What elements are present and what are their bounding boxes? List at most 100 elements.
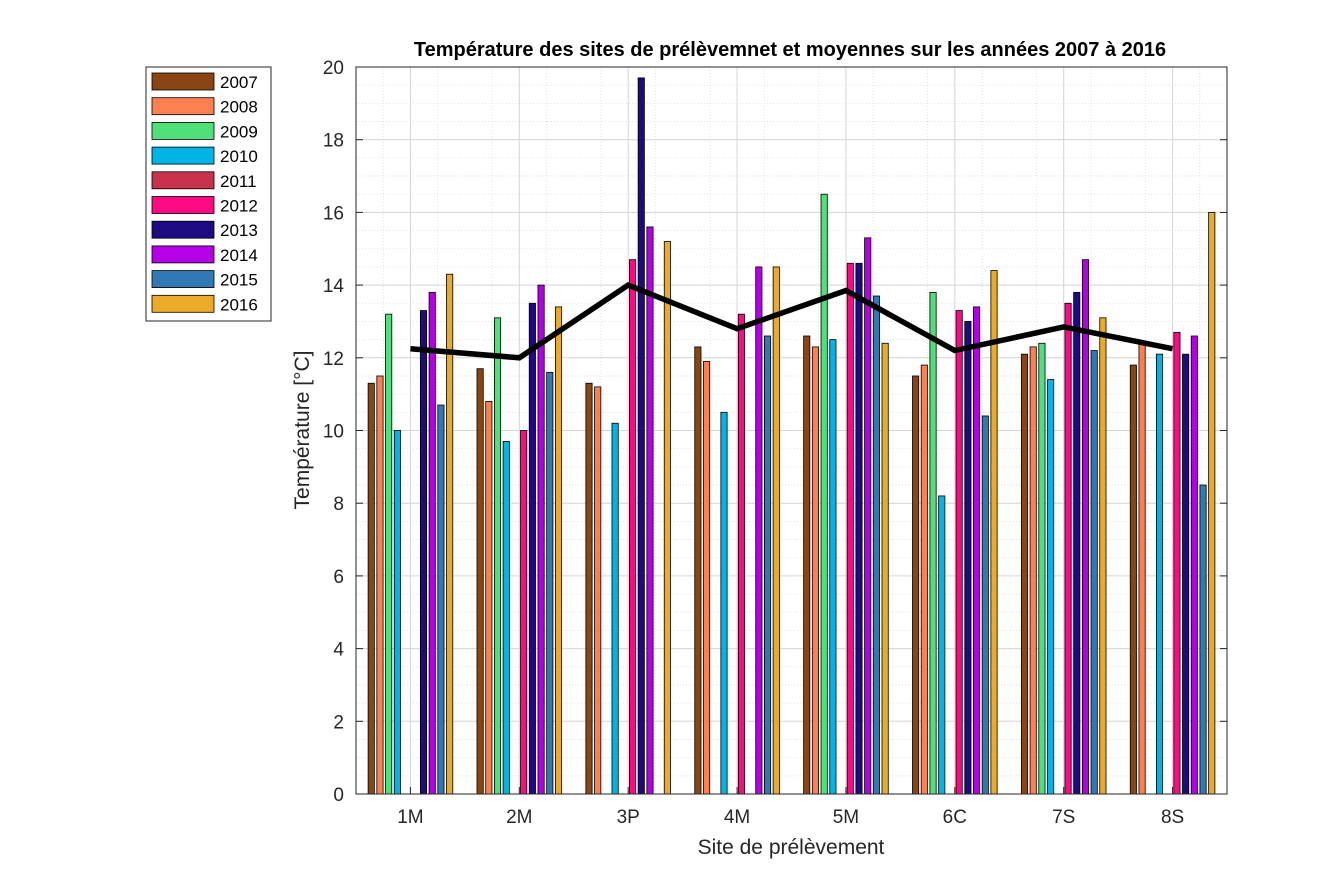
bar — [829, 339, 837, 795]
bar — [755, 266, 763, 795]
x-tick-label: 8S — [1161, 807, 1184, 828]
chart-title: Température des sites de prélèvemnet et … — [414, 39, 1166, 61]
bar — [528, 302, 536, 795]
bar — [494, 317, 502, 795]
bar — [1129, 364, 1137, 795]
legend-label: 2015 — [220, 271, 258, 290]
bar — [920, 364, 928, 795]
bar — [1199, 484, 1207, 795]
legend-swatch — [151, 245, 215, 264]
legend-label: 2014 — [220, 246, 258, 265]
x-tick-label: 7S — [1052, 807, 1075, 828]
bar — [855, 262, 863, 795]
x-axis-label: Site de prélèvement — [698, 836, 885, 859]
bar — [846, 262, 854, 795]
bar — [720, 411, 728, 795]
legend-swatch — [151, 97, 215, 116]
bar — [663, 241, 671, 795]
legend-label: 2008 — [220, 98, 258, 117]
legend-swatch — [151, 270, 215, 289]
x-tick-label: 2M — [506, 807, 532, 828]
bar — [938, 495, 946, 795]
y-tick-label: 20 — [323, 58, 344, 79]
bar — [1190, 335, 1198, 795]
legend-swatch — [151, 220, 215, 239]
bar — [1029, 346, 1037, 795]
bar — [1208, 211, 1216, 795]
legend-item-2012: 2012 — [151, 196, 258, 216]
bar — [820, 193, 828, 795]
bar — [912, 375, 920, 795]
mean-line-layer — [410, 282, 1174, 361]
bar — [537, 284, 545, 795]
bar — [764, 335, 772, 795]
x-axis-ticks: 1M 2M 3P 4M 5M 6C 7S 8S — [397, 787, 1184, 828]
y-tick-label: 4 — [333, 640, 344, 661]
bar — [1081, 259, 1089, 795]
y-tick-label: 2 — [333, 712, 344, 733]
bar — [872, 295, 880, 795]
legend-swatch — [151, 146, 215, 165]
bar — [964, 321, 972, 795]
legend-label: 2011 — [220, 172, 257, 191]
bar — [546, 371, 554, 795]
bar — [646, 226, 654, 795]
bar — [803, 335, 811, 795]
bar — [973, 306, 981, 795]
bar — [694, 346, 702, 795]
x-tick-label: 4M — [724, 807, 750, 828]
legend-label: 2009 — [220, 122, 258, 141]
bar-series-2012 — [520, 259, 1181, 795]
y-tick-label: 12 — [323, 349, 344, 370]
legend-item-2008: 2008 — [151, 97, 258, 117]
bar — [637, 77, 645, 795]
bar — [1020, 353, 1029, 795]
bar — [1099, 317, 1107, 795]
bar — [703, 361, 711, 795]
bar — [1047, 379, 1055, 795]
legend-swatch — [151, 122, 215, 140]
bar-series-2013 — [419, 77, 1190, 795]
bar — [554, 306, 563, 795]
x-tick-label: 5M — [833, 807, 859, 828]
y-tick-label: 18 — [323, 131, 344, 152]
x-tick-label: 1M — [397, 807, 423, 828]
bar — [1155, 353, 1164, 795]
legend: 2007 2008 2009 2010 2011 2012 2013 2014 2015 2016 — [145, 66, 272, 322]
bar — [476, 368, 484, 795]
y-tick-label: 10 — [323, 422, 344, 443]
bar — [393, 430, 401, 795]
bar — [981, 415, 989, 795]
bar — [1090, 350, 1098, 795]
bar — [772, 266, 780, 795]
bar — [611, 422, 619, 795]
legend-item-2013: 2013 — [151, 220, 258, 240]
bar — [520, 430, 528, 795]
legend-item-2010: 2010 — [151, 146, 258, 166]
mean-line — [410, 282, 1174, 361]
bar — [437, 404, 445, 795]
bar — [1138, 342, 1146, 795]
legend-item-2007: 2007 — [151, 72, 258, 92]
y-tick-label: 0 — [333, 785, 344, 806]
bar — [419, 310, 428, 795]
legend-label: 2007 — [220, 73, 258, 92]
legend-item-2016: 2016 — [151, 294, 258, 314]
bar — [864, 237, 872, 795]
bar — [428, 291, 436, 795]
y-axis-ticks: 0 2 4 6 8 10 12 14 16 18 20 — [323, 58, 1227, 806]
bar — [955, 310, 963, 795]
legend-label: 2010 — [220, 147, 258, 166]
bar — [585, 382, 593, 795]
legend-swatch — [151, 294, 215, 313]
bar — [367, 382, 375, 795]
plot-area — [355, 66, 1228, 795]
bar — [1173, 331, 1181, 795]
bar — [485, 401, 493, 795]
bar — [376, 375, 384, 795]
x-tick-label: 3P — [617, 807, 640, 828]
x-tick-label: 6C — [943, 807, 967, 828]
bar — [385, 313, 393, 795]
legend-swatch — [151, 72, 215, 91]
bar — [929, 291, 937, 795]
